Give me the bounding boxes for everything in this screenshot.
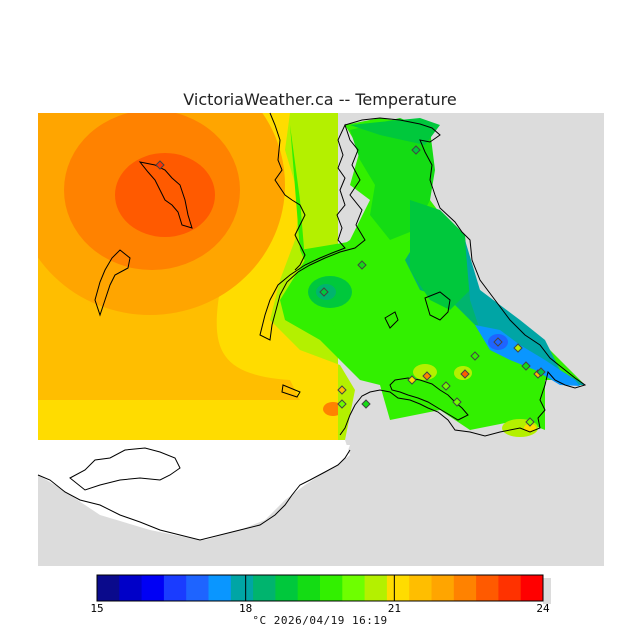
legend-swatch xyxy=(386,575,410,601)
station-marker[interactable] xyxy=(337,385,347,395)
legend-swatch xyxy=(498,575,522,601)
station-marker[interactable] xyxy=(525,417,535,427)
legend-swatch xyxy=(364,575,388,601)
station-marker[interactable] xyxy=(337,399,347,409)
legend-swatch xyxy=(163,575,187,601)
color-legend: 15 18 21 24 xyxy=(90,574,551,614)
legend-swatch xyxy=(119,575,143,601)
legend-swatch xyxy=(186,575,209,601)
legend-swatch xyxy=(476,575,499,601)
legend-tick-label: 15 xyxy=(90,602,103,614)
station-marker[interactable] xyxy=(536,367,546,377)
legend-swatch xyxy=(342,575,366,601)
station-marker[interactable] xyxy=(521,361,531,371)
station-marker[interactable] xyxy=(470,351,480,361)
legend-swatch xyxy=(275,575,299,601)
legend-swatch xyxy=(320,575,343,601)
legend-swatch xyxy=(297,575,321,601)
legend-tick-label: 21 xyxy=(388,602,401,614)
legend-tick-label: 18 xyxy=(239,602,252,614)
legend-swatch xyxy=(97,575,120,601)
legend-swatch xyxy=(141,575,165,601)
legend-tick-label: 24 xyxy=(536,602,550,614)
station-marker[interactable] xyxy=(319,287,329,297)
legend-swatch xyxy=(431,575,455,601)
legend-swatch xyxy=(453,575,477,601)
coastlines xyxy=(37,112,587,541)
legend-swatch xyxy=(409,575,432,601)
station-marker[interactable] xyxy=(460,369,470,379)
legend-swatch xyxy=(230,575,254,601)
station-marker[interactable] xyxy=(407,375,417,385)
legend-swatch xyxy=(253,575,276,601)
temperature-field-east xyxy=(255,113,585,440)
temperature-map xyxy=(37,112,604,566)
legend-caption: °C 2026/04/19 16:19 xyxy=(0,614,640,627)
station-marker[interactable] xyxy=(155,160,165,170)
ocean xyxy=(38,440,350,540)
map-title: VictoriaWeather.ca -- Temperature xyxy=(183,90,457,109)
station-marker[interactable] xyxy=(357,260,367,270)
station-marker[interactable] xyxy=(422,371,432,381)
legend-swatch xyxy=(520,575,544,601)
legend-timestamp: 2026/04/19 16:19 xyxy=(273,614,388,627)
station-marker[interactable] xyxy=(411,145,421,155)
station-marker[interactable] xyxy=(441,381,451,391)
legend-unit: °C xyxy=(252,614,267,627)
station-marker[interactable] xyxy=(513,343,523,353)
station-markers xyxy=(155,145,546,427)
station-marker[interactable] xyxy=(452,397,462,407)
station-marker[interactable] xyxy=(493,337,503,347)
station-marker[interactable] xyxy=(361,399,371,409)
legend-swatch xyxy=(208,575,232,601)
